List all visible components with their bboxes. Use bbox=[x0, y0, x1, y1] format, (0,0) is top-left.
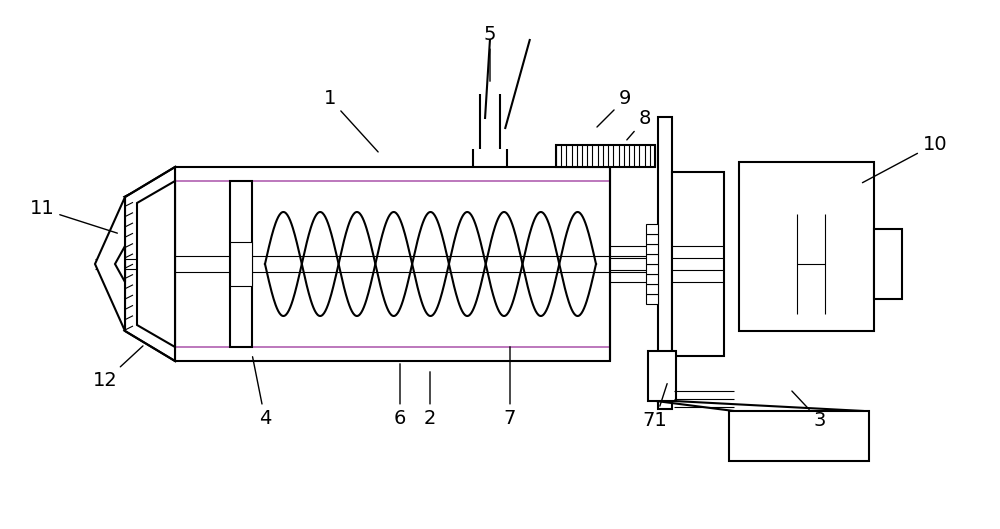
Bar bbox=[646, 224, 658, 234]
Text: 3: 3 bbox=[792, 391, 826, 431]
Bar bbox=[556, 145, 655, 167]
Text: 11: 11 bbox=[30, 199, 117, 233]
Text: 2: 2 bbox=[424, 372, 436, 428]
Polygon shape bbox=[137, 181, 175, 347]
Text: 7: 7 bbox=[504, 347, 516, 428]
Text: 12: 12 bbox=[93, 346, 143, 390]
Text: 5: 5 bbox=[484, 24, 496, 81]
Bar bbox=[646, 284, 658, 294]
Bar bbox=[230, 181, 252, 347]
Bar bbox=[646, 254, 658, 264]
Bar bbox=[646, 234, 658, 244]
Bar bbox=[672, 172, 724, 356]
Text: 6: 6 bbox=[394, 364, 406, 428]
Bar bbox=[646, 294, 658, 304]
Bar bbox=[648, 351, 676, 401]
Text: 10: 10 bbox=[862, 134, 947, 183]
Bar bbox=[646, 264, 658, 274]
Bar bbox=[646, 274, 658, 284]
Polygon shape bbox=[115, 246, 125, 282]
Bar bbox=[739, 162, 874, 331]
Text: 1: 1 bbox=[324, 89, 378, 152]
Bar bbox=[729, 411, 869, 461]
Bar bbox=[874, 229, 902, 299]
Polygon shape bbox=[95, 197, 125, 331]
Bar bbox=[658, 117, 672, 409]
Text: 4: 4 bbox=[253, 357, 271, 428]
Text: 9: 9 bbox=[597, 89, 631, 127]
Text: 71: 71 bbox=[643, 384, 667, 431]
Bar bbox=[646, 244, 658, 254]
Bar bbox=[230, 242, 252, 286]
Polygon shape bbox=[125, 167, 175, 361]
Text: 8: 8 bbox=[627, 110, 651, 140]
Bar bbox=[175, 167, 610, 361]
